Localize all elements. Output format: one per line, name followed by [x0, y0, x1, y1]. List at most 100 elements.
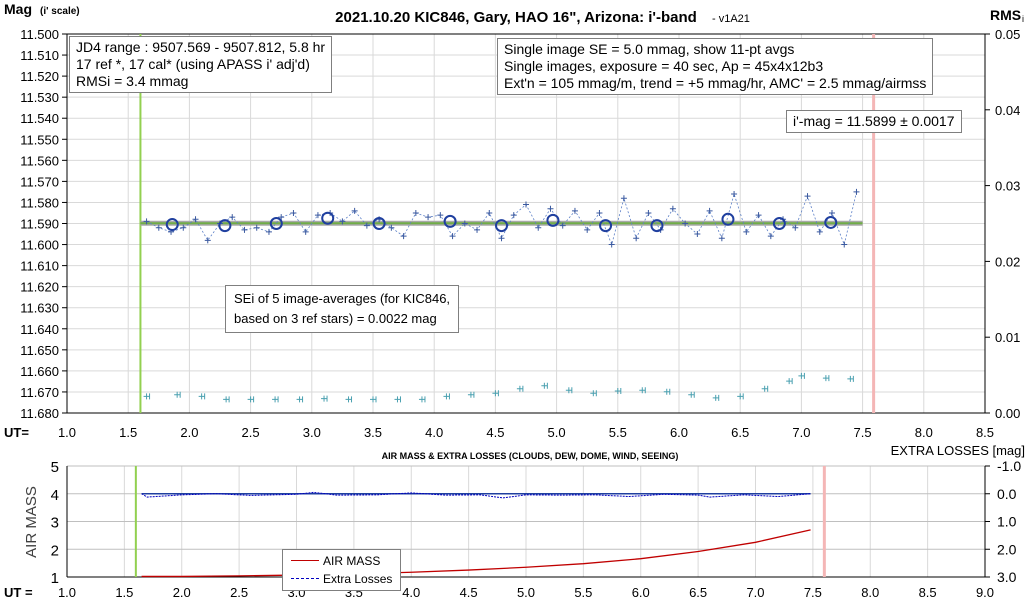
rms-point: [639, 387, 646, 394]
single-image-point: [816, 228, 823, 235]
single-image-point: [755, 212, 762, 219]
y-tick-label: 11.600: [20, 238, 59, 253]
chart-title: 2021.10.20 KIC846, Gary, HAO 16", Arizon…: [335, 9, 697, 26]
x-tick-label: 1.0: [58, 425, 76, 440]
rms-point: [321, 395, 328, 402]
info-line: JD4 range : 9507.569 - 9507.812, 5.8 hr: [76, 39, 326, 55]
average-point: [495, 219, 509, 233]
rms-point: [737, 393, 744, 400]
y-axis-title: Mag: [4, 1, 32, 17]
single-image-point: [425, 214, 432, 221]
y-tick-label: 11.660: [20, 364, 59, 379]
airmass-line: [141, 529, 811, 578]
x-tick-label: 4.0: [425, 425, 443, 440]
single-image-point: [706, 207, 713, 214]
legend-label: AIR MASS: [323, 554, 381, 568]
rms-point: [223, 396, 230, 403]
y-tick-label: 11.680: [20, 406, 59, 421]
x-tick-label: 9.0: [976, 585, 994, 600]
single-image-point: [633, 235, 640, 242]
y-tick-label: 4: [51, 487, 59, 504]
rms-point: [492, 390, 499, 397]
sei-line: based on 3 ref stars) = 0.0022 mag: [234, 311, 437, 326]
single-image-point: [192, 216, 199, 223]
y-tick-label: 11.510: [20, 48, 59, 63]
y-tick-label: 11.550: [20, 132, 59, 147]
x-tick-label: 3.0: [303, 425, 321, 440]
chart-title: AIR MASS & EXTRA LOSSES (CLOUDS, DEW, DO…: [382, 451, 679, 461]
y2-tick-label: 0.03: [995, 179, 1020, 194]
single-image-point: [498, 235, 505, 242]
single-image-point: [400, 233, 407, 240]
rms-point: [786, 378, 793, 385]
rms-point: [174, 391, 181, 398]
rms-point: [847, 375, 854, 382]
y-tick-label: 11.520: [20, 69, 59, 84]
y-tick-label: 11.650: [20, 343, 59, 358]
legend-label: Extra Losses: [323, 572, 393, 586]
single-image-point: [792, 224, 799, 231]
single-image-point: [547, 205, 554, 212]
y-tick-label: 1: [51, 570, 59, 587]
sei-box: SEi of 5 image-averages (for KIC846, bas…: [225, 285, 460, 333]
x-axis-title: UT=: [4, 425, 29, 440]
single-image-point: [584, 226, 591, 233]
x-tick-label: 5.0: [517, 585, 535, 600]
x-tick-label: 8.5: [976, 425, 994, 440]
mag-result-box: i'-mag = 11.5899 ± 0.0017: [786, 110, 962, 133]
single-image-point: [731, 191, 738, 198]
x-tick-label: 6.5: [689, 585, 707, 600]
y2-tick-label: 3.0: [997, 569, 1017, 585]
legend-item-extra-losses: Extra Losses: [291, 570, 393, 588]
single-image-point: [474, 226, 481, 233]
average-point: [599, 219, 613, 233]
single-image-point: [204, 237, 211, 244]
rms-point: [614, 388, 622, 395]
x-tick-label: 7.5: [804, 585, 822, 600]
single-image-point: [339, 218, 346, 225]
rms-point: [247, 396, 255, 403]
rms-point: [541, 382, 548, 389]
info-line: Single image SE = 5.0 mmag, show 11-pt a…: [504, 41, 795, 57]
single-image-point: [645, 209, 652, 216]
y-tick-label: 11.530: [20, 90, 59, 105]
y2-axis-title: EXTRA LOSSES [mag]: [891, 443, 1025, 458]
single-image-point: [571, 207, 578, 214]
rms-point: [590, 390, 597, 397]
single-image-point: [253, 224, 260, 231]
y2-tick-label: 0.02: [995, 254, 1020, 269]
average-point: [650, 219, 664, 233]
y-tick-label: 11.670: [20, 385, 59, 400]
single-image-point: [694, 231, 701, 238]
y2-tick-label: 0.01: [995, 330, 1020, 345]
average-point: [772, 217, 786, 230]
single-image-point: [265, 228, 272, 235]
x-tick-label: 3.5: [364, 425, 382, 440]
y-tick-label: 11.610: [20, 259, 59, 274]
y2-tick-label: 0.05: [995, 27, 1020, 42]
y2-tick-label: 1.0: [997, 514, 1017, 530]
single-image-point: [743, 228, 750, 235]
single-image-point: [461, 220, 468, 227]
single-image-point: [829, 209, 835, 216]
info-line: 17 ref *, 17 cal* (using APASS i' adj'd): [76, 56, 310, 72]
single-image-point: [143, 218, 150, 225]
y2-tick-label: -1.0: [997, 458, 1021, 474]
single-image-point: [241, 226, 248, 233]
info-box-right: Single image SE = 5.0 mmag, show 11-pt a…: [497, 38, 934, 95]
x-tick-label: 8.0: [915, 425, 933, 440]
x-tick-label: 2.0: [180, 425, 198, 440]
single-image-point: [180, 224, 187, 231]
info-line: Single images, exposure = 40 sec, Ap = 4…: [504, 58, 824, 74]
single-image-point: [620, 195, 627, 202]
rms-point: [663, 388, 671, 395]
info-line: Ext'n = 105 mmag/m, trend = +5 mmag/hr, …: [504, 75, 927, 91]
single-image-point: [559, 222, 566, 229]
single-image-point: [682, 220, 689, 227]
y-tick-label: 3: [51, 515, 59, 532]
rms-point: [272, 396, 279, 403]
single-image-point: [412, 209, 419, 216]
rms-point: [198, 393, 206, 400]
y-tick-label: 2: [51, 542, 59, 559]
